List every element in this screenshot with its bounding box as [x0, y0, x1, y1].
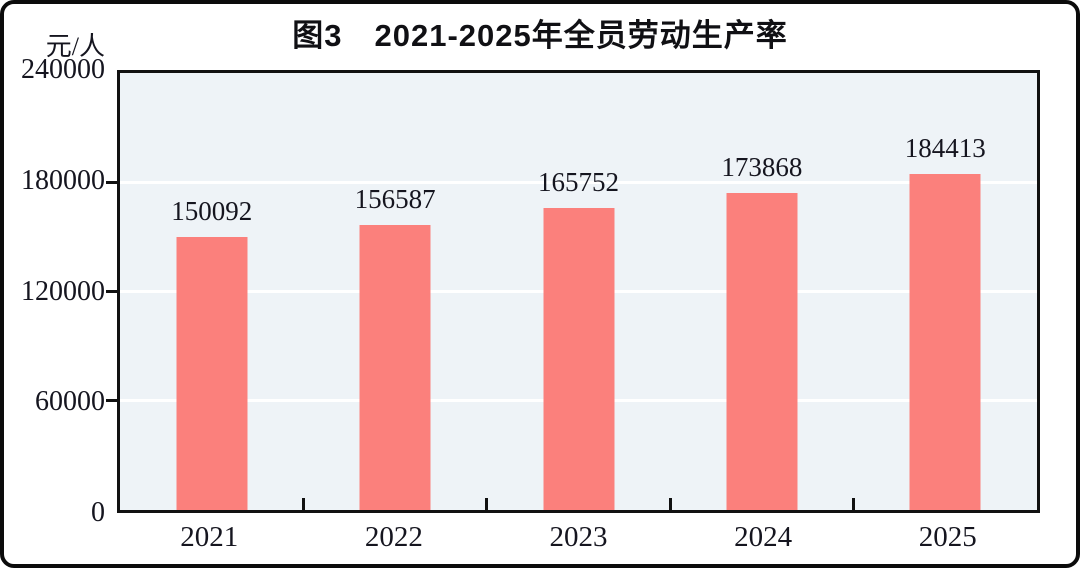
plot-area: 150092 156587 165752 173868 184413	[106, 70, 1040, 513]
y-axis-tick-label: 0	[91, 497, 105, 528]
bar-value-label: 165752	[538, 167, 619, 198]
y-axis-tick	[106, 290, 120, 293]
bar-value-label: 150092	[171, 195, 253, 226]
bar-group: 150092	[171, 196, 252, 510]
bar	[359, 224, 431, 510]
bar-group: 173868	[721, 152, 802, 510]
y-axis-unit-label: 元/人	[45, 32, 105, 61]
x-axis-tick	[485, 498, 489, 510]
bar-value-label: 156587	[354, 183, 436, 214]
bar-group: 156587	[355, 184, 436, 510]
y-axis-labels: 0 60000 120000 180000 240000	[4, 54, 105, 528]
bar	[726, 193, 798, 510]
x-axis-tick-label: 2021	[180, 521, 239, 553]
y-axis-tick	[106, 399, 120, 403]
gridline	[120, 180, 1037, 184]
y-axis-tick-label: 60000	[35, 386, 105, 418]
bar	[176, 236, 248, 510]
y-axis-tick-label: 240000	[21, 54, 105, 85]
y-axis-tick-label: 120000	[21, 275, 105, 307]
y-axis-tick-label: 180000	[21, 164, 105, 196]
bar-value-label: 173868	[721, 152, 803, 183]
x-axis-tick-label: 2025	[918, 521, 977, 553]
bar-group: 165752	[538, 167, 619, 510]
bar	[543, 208, 614, 510]
y-axis-tick	[106, 180, 120, 184]
x-axis-tick	[852, 498, 856, 510]
bar-value-label: 184413	[904, 133, 986, 164]
x-axis-tick	[301, 498, 305, 510]
x-axis-tick-label: 2023	[549, 521, 608, 553]
chart-title: 图3 2021-2025年全员劳动生产率	[292, 18, 788, 53]
x-axis-labels: 2021 2022 2023 2024 2025	[117, 521, 1040, 563]
x-axis-tick-label: 2022	[364, 521, 423, 553]
bar-group: 184413	[905, 133, 986, 510]
bar	[909, 174, 981, 510]
x-axis-tick	[668, 498, 672, 510]
x-axis-tick-label: 2024	[734, 521, 793, 553]
